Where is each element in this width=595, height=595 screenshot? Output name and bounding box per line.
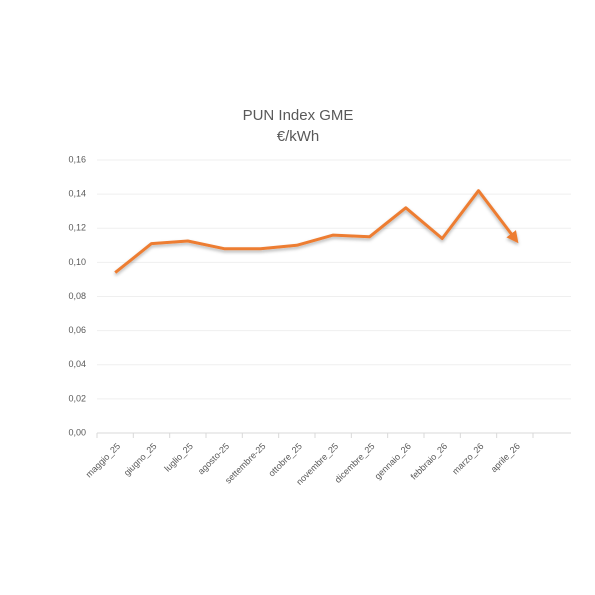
x-tick-label: ottobre_25 xyxy=(266,441,304,479)
x-tick-label: giugno_25 xyxy=(122,441,159,478)
x-tick-label: febbraio_26 xyxy=(409,441,450,482)
y-tick-label: 0,06 xyxy=(68,325,86,335)
y-tick-label: 0,00 xyxy=(68,427,86,437)
x-tick-label: agosto-25 xyxy=(196,441,231,476)
x-tick-label: luglio_25 xyxy=(162,441,195,474)
line-series xyxy=(114,189,519,274)
x-tick-label: gennaio_26 xyxy=(373,441,413,481)
y-tick-label: 0,14 xyxy=(68,189,86,199)
y-tick-label: 0,10 xyxy=(68,257,86,267)
chart-subtitle: €/kWh xyxy=(277,128,320,145)
y-tick-label: 0,04 xyxy=(68,359,86,369)
y-tick-label: 0,02 xyxy=(68,393,86,403)
x-tick-label: maggio_25 xyxy=(84,441,123,480)
chart-title: PUN Index GME xyxy=(243,107,354,124)
x-tick-label: aprile_26 xyxy=(489,441,522,474)
y-tick-label: 0,16 xyxy=(68,154,86,164)
x-tick-label: marzo_26 xyxy=(450,441,485,476)
y-tick-label: 0,08 xyxy=(68,291,86,301)
y-tick-label: 0,12 xyxy=(68,223,86,233)
